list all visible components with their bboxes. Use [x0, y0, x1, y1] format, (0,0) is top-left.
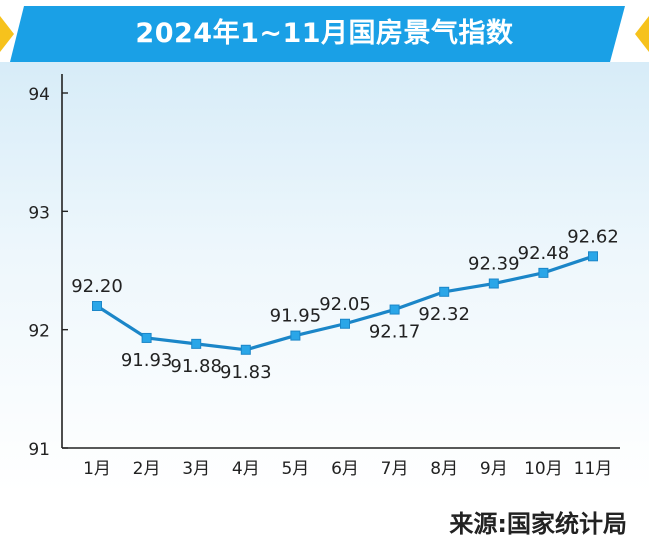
banner-right-accent [635, 16, 649, 52]
banner-bar [10, 6, 625, 62]
axes: 91 92 93 94 1月 2月 3月 4月 5月 6月 7月 8月 9月 10月 11月 [28, 74, 620, 479]
data-label: 91.93 [121, 350, 173, 371]
chart-title: 2024年1~11月国房景气指数 [135, 18, 514, 49]
data-point [92, 301, 102, 311]
source-note: 来源:国家统计局 [449, 510, 627, 538]
data-label: 92.39 [468, 254, 520, 275]
banner-shape [0, 6, 649, 62]
x-tick-label: 7月 [381, 459, 409, 479]
x-tick-label: 6月 [331, 459, 359, 479]
data-label: 92.05 [319, 294, 371, 315]
y-tick-label: 94 [28, 85, 50, 105]
x-tick-label: 3月 [182, 459, 210, 479]
x-tick-label: 10月 [524, 459, 563, 479]
data-point [141, 332, 152, 343]
data-point [439, 286, 450, 297]
data-label: 91.83 [220, 362, 272, 383]
x-tick-label: 5月 [281, 459, 309, 479]
data-point [290, 330, 301, 341]
x-tick-label: 4月 [232, 459, 260, 479]
data-point [588, 251, 598, 262]
data-point [240, 344, 251, 355]
x-tick-label: 1月 [83, 459, 111, 479]
x-tick-label: 9月 [480, 459, 508, 479]
data-point [488, 278, 499, 289]
data-point [191, 338, 202, 349]
x-tick-label: 2月 [133, 459, 161, 479]
banner-left-accent [0, 16, 14, 52]
x-tick-label: 11月 [574, 459, 613, 479]
y-tick-label: 91 [28, 440, 50, 460]
data-label: 91.88 [170, 356, 222, 377]
data-point [340, 318, 350, 329]
data-label: 92.32 [418, 304, 470, 325]
data-label: 92.62 [567, 226, 619, 247]
title-banner: 2024年1~11月国房景气指数 [0, 6, 649, 62]
series-line-group [92, 251, 598, 355]
y-tick-label: 93 [28, 203, 50, 223]
data-label: 92.17 [369, 322, 421, 343]
data-label: 92.20 [71, 276, 123, 297]
data-label: 92.48 [518, 243, 570, 264]
y-tick-label: 92 [28, 322, 50, 342]
data-point [389, 304, 400, 315]
data-label: 91.95 [270, 306, 322, 327]
data-point [538, 267, 549, 278]
x-tick-label: 8月 [430, 459, 458, 479]
